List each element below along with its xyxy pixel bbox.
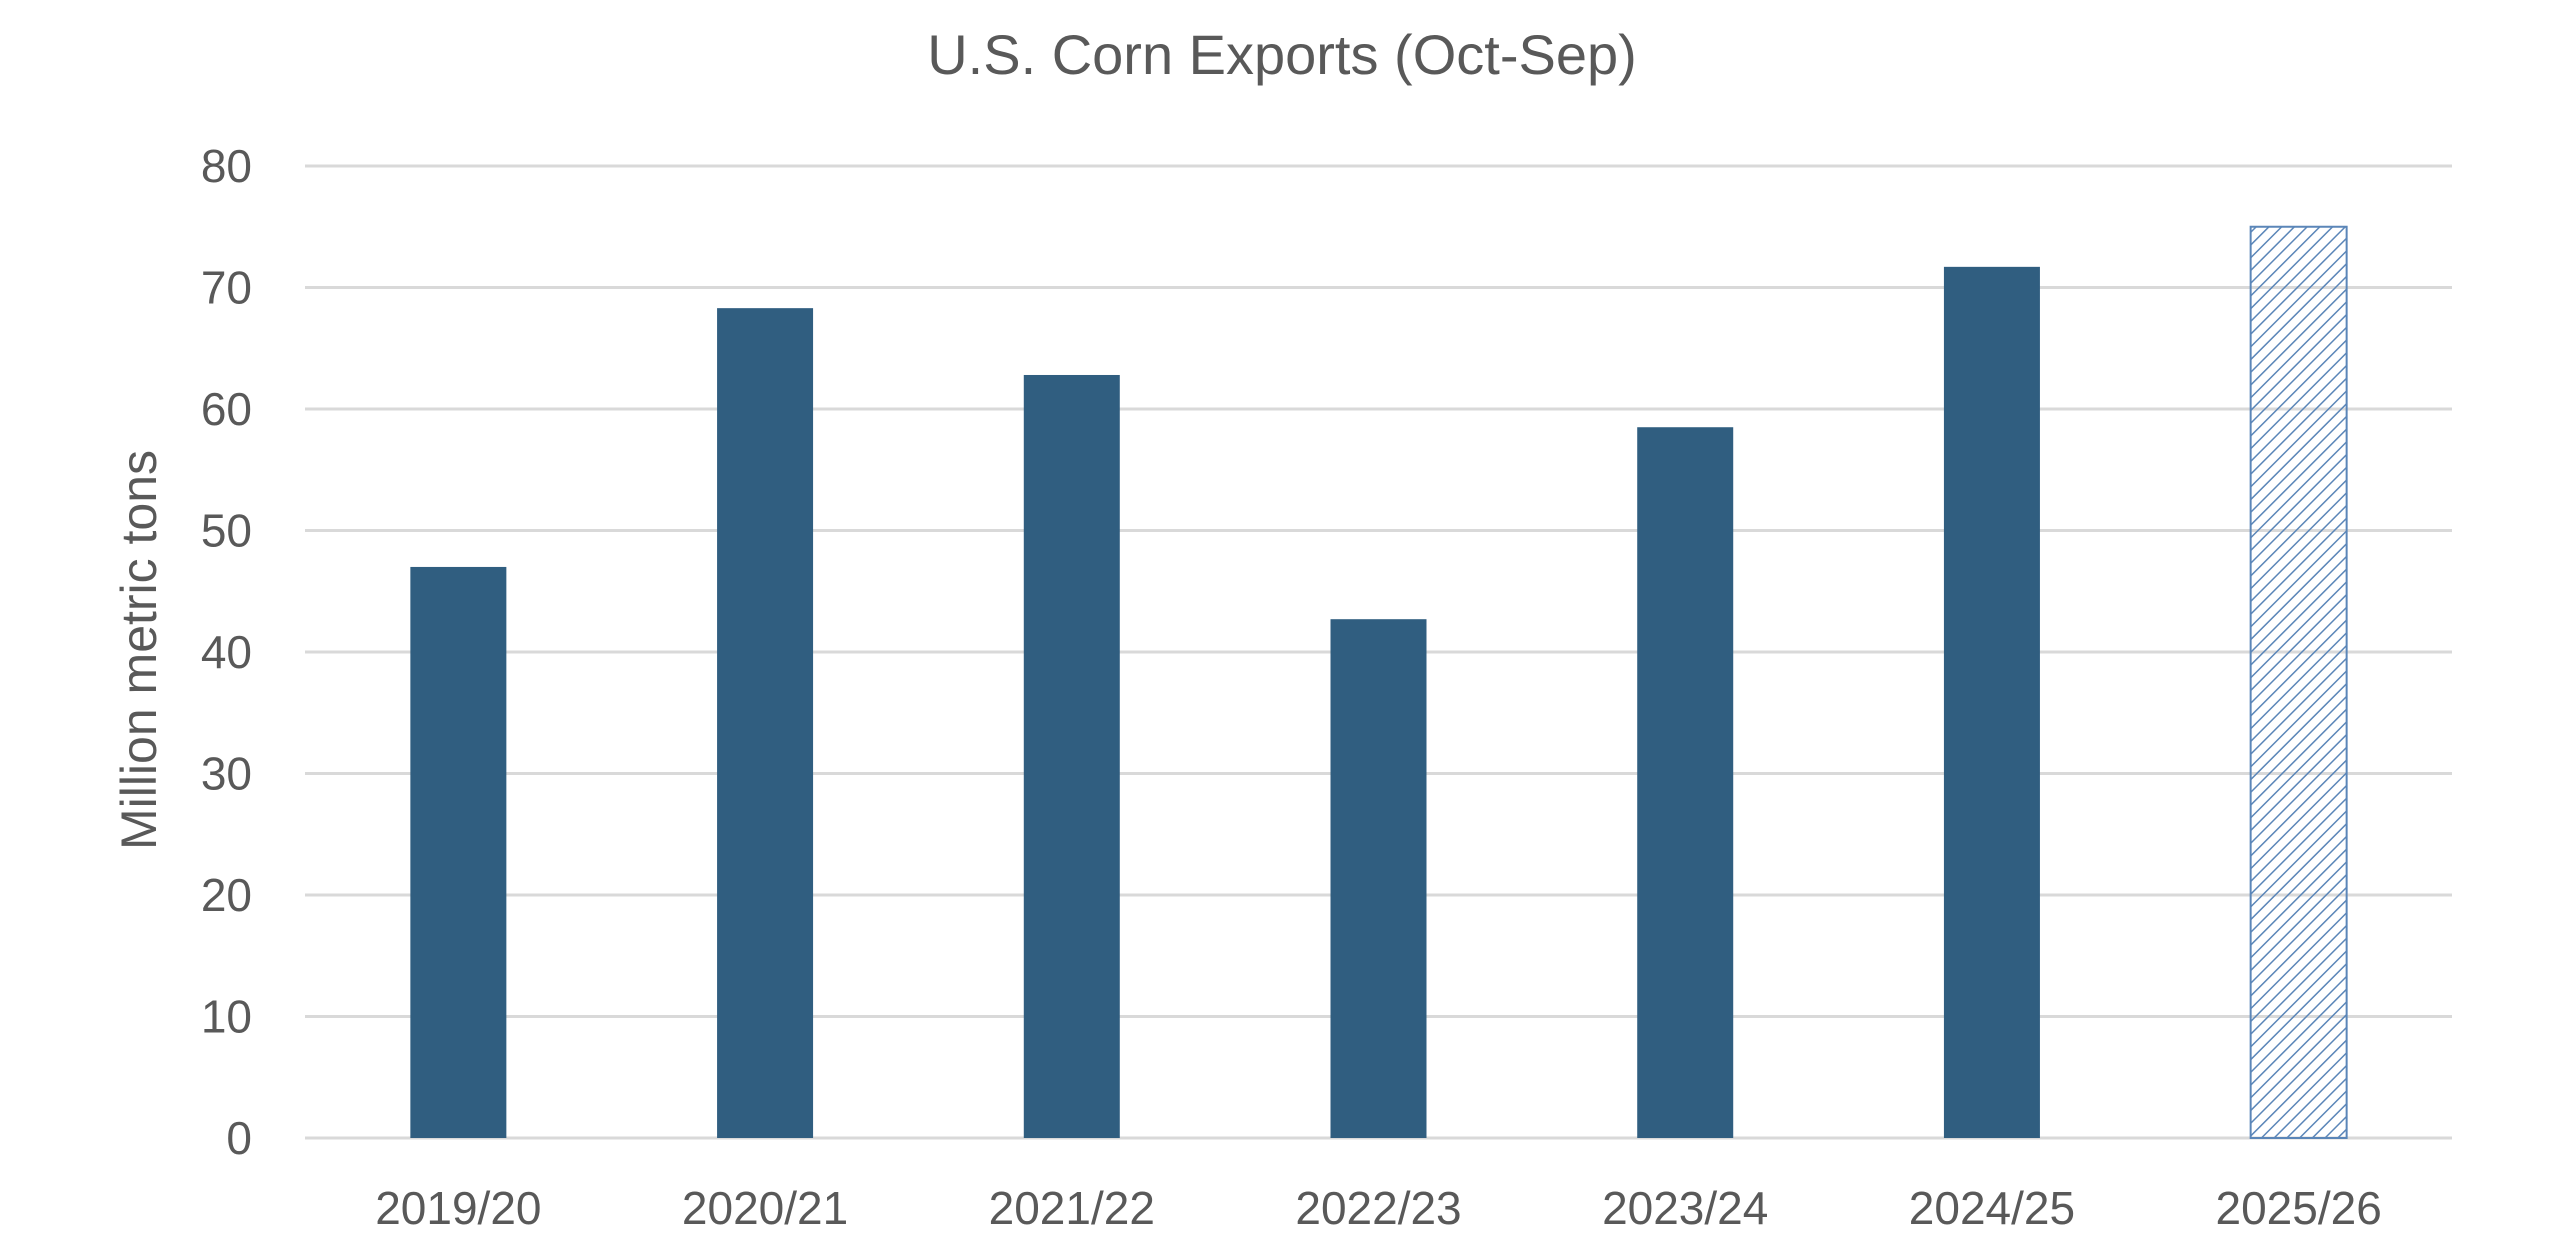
x-tick-label: 2025/26 [2216,1182,2382,1234]
x-tick-label: 2022/23 [1295,1182,1461,1234]
bar [1943,266,2040,1139]
bar [410,566,507,1138]
bar-projected [2249,225,2348,1139]
bars [410,225,2348,1139]
x-tick-label: 2024/25 [1909,1182,2075,1234]
bar [1023,374,1120,1139]
y-axis-label: Million metric tons [111,450,167,850]
x-axis-ticks: 2019/20 2020/21 2021/22 2022/23 2023/24 2024/… [375,1182,2382,1234]
y-tick-label: 0 [226,1112,252,1164]
x-tick-label: 2019/20 [375,1182,541,1234]
bar [717,308,814,1138]
y-tick-label: 40 [201,626,252,678]
y-tick-label: 30 [201,748,252,800]
x-tick-label: 2021/22 [989,1182,1155,1234]
y-tick-label: 70 [201,262,252,314]
bar [1637,427,1734,1139]
x-tick-label: 2020/21 [682,1182,848,1234]
bar [1330,619,1427,1138]
y-tick-label: 80 [201,140,252,192]
x-tick-label: 2023/24 [1602,1182,1768,1234]
y-tick-label: 50 [201,505,252,557]
y-tick-label: 10 [201,991,252,1043]
y-tick-label: 20 [201,869,252,921]
y-tick-label: 60 [201,383,252,435]
y-axis-ticks: 0 10 20 30 40 50 60 70 80 [201,140,252,1164]
chart-title: U.S. Corn Exports (Oct-Sep) [927,23,1637,86]
